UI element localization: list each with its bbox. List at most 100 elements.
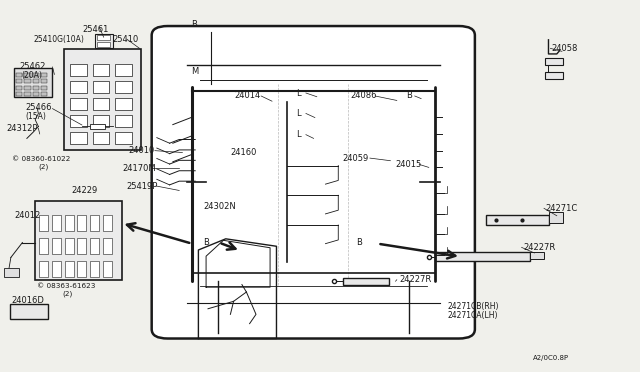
- Bar: [70, 81, 87, 93]
- Bar: [35, 201, 122, 280]
- Bar: [77, 238, 86, 254]
- Text: A2/0C0.8P: A2/0C0.8P: [532, 355, 568, 361]
- Text: 25466: 25466: [26, 103, 52, 112]
- Bar: [77, 261, 86, 277]
- Bar: [486, 215, 549, 225]
- Bar: [95, 34, 113, 48]
- Bar: [93, 81, 109, 93]
- Bar: [16, 92, 22, 96]
- Text: L: L: [296, 130, 300, 139]
- Bar: [70, 132, 87, 144]
- Bar: [64, 49, 141, 150]
- Text: 24058: 24058: [552, 44, 578, 53]
- Bar: [65, 215, 74, 231]
- Text: 24271CA(LH): 24271CA(LH): [448, 311, 499, 320]
- Bar: [52, 215, 61, 231]
- Bar: [90, 238, 99, 254]
- Bar: [52, 261, 61, 277]
- Bar: [93, 115, 109, 127]
- Text: 24170M: 24170M: [123, 164, 157, 173]
- Bar: [103, 261, 112, 277]
- Bar: [41, 86, 47, 90]
- Text: 24015: 24015: [396, 160, 422, 169]
- Text: (15A): (15A): [26, 112, 47, 121]
- Bar: [93, 132, 109, 144]
- Text: B: B: [406, 92, 412, 100]
- Bar: [16, 86, 22, 90]
- Bar: [65, 261, 74, 277]
- Text: 24227R: 24227R: [524, 243, 556, 252]
- Bar: [103, 238, 112, 254]
- Bar: [90, 261, 99, 277]
- Bar: [103, 215, 112, 231]
- Bar: [77, 215, 86, 231]
- Text: 25410: 25410: [112, 35, 138, 44]
- Bar: [39, 261, 48, 277]
- Bar: [41, 92, 47, 96]
- Bar: [39, 238, 48, 254]
- Text: (20A): (20A): [21, 71, 42, 80]
- Text: 24160: 24160: [230, 148, 257, 157]
- Bar: [41, 73, 47, 77]
- Bar: [33, 79, 39, 83]
- Bar: [115, 64, 132, 76]
- FancyBboxPatch shape: [152, 26, 475, 339]
- Text: 25461: 25461: [82, 25, 108, 34]
- Bar: [530, 252, 544, 259]
- Text: 24271CB(RH): 24271CB(RH): [448, 302, 499, 311]
- Text: © 08360-61022: © 08360-61022: [12, 156, 70, 162]
- Bar: [343, 278, 389, 285]
- Text: (2): (2): [63, 291, 73, 297]
- Bar: [14, 68, 52, 97]
- Text: 24227R: 24227R: [399, 275, 431, 284]
- Bar: [10, 304, 48, 319]
- Text: 24229: 24229: [72, 186, 98, 195]
- Text: L: L: [296, 89, 300, 97]
- Text: B: B: [191, 20, 197, 29]
- Bar: [39, 215, 48, 231]
- Text: 24302N: 24302N: [204, 202, 236, 211]
- Bar: [24, 92, 31, 96]
- Bar: [93, 98, 109, 110]
- Bar: [24, 86, 31, 90]
- Bar: [24, 73, 31, 77]
- Bar: [90, 215, 99, 231]
- Text: 25410G(10A): 25410G(10A): [33, 35, 84, 44]
- Text: 25462: 25462: [19, 62, 45, 71]
- Text: M: M: [191, 67, 198, 76]
- Text: 24312P: 24312P: [6, 124, 38, 133]
- Bar: [549, 212, 563, 223]
- Bar: [115, 98, 132, 110]
- Text: B: B: [204, 238, 209, 247]
- Bar: [33, 86, 39, 90]
- Bar: [435, 252, 530, 261]
- Text: 24271C: 24271C: [545, 204, 577, 213]
- Bar: [97, 42, 110, 47]
- Bar: [33, 73, 39, 77]
- Bar: [70, 115, 87, 127]
- Text: © 08363-61623: © 08363-61623: [37, 283, 95, 289]
- Text: B: B: [356, 238, 362, 247]
- Text: 24010: 24010: [128, 146, 154, 155]
- Bar: [41, 79, 47, 83]
- Text: 24086: 24086: [351, 92, 377, 100]
- Text: 24059: 24059: [342, 154, 369, 163]
- Bar: [33, 92, 39, 96]
- Text: 24014: 24014: [235, 92, 261, 100]
- Bar: [70, 98, 87, 110]
- Text: 24016D: 24016D: [12, 296, 44, 305]
- Bar: [545, 58, 563, 65]
- Bar: [24, 79, 31, 83]
- Bar: [4, 268, 19, 277]
- Bar: [16, 73, 22, 77]
- Text: (2): (2): [38, 163, 49, 170]
- Bar: [52, 238, 61, 254]
- Bar: [70, 64, 87, 76]
- Bar: [16, 79, 22, 83]
- Text: 24012: 24012: [14, 211, 40, 220]
- Bar: [115, 115, 132, 127]
- Bar: [90, 124, 105, 129]
- Text: 25419P: 25419P: [127, 182, 158, 190]
- Bar: [97, 35, 110, 40]
- Bar: [65, 238, 74, 254]
